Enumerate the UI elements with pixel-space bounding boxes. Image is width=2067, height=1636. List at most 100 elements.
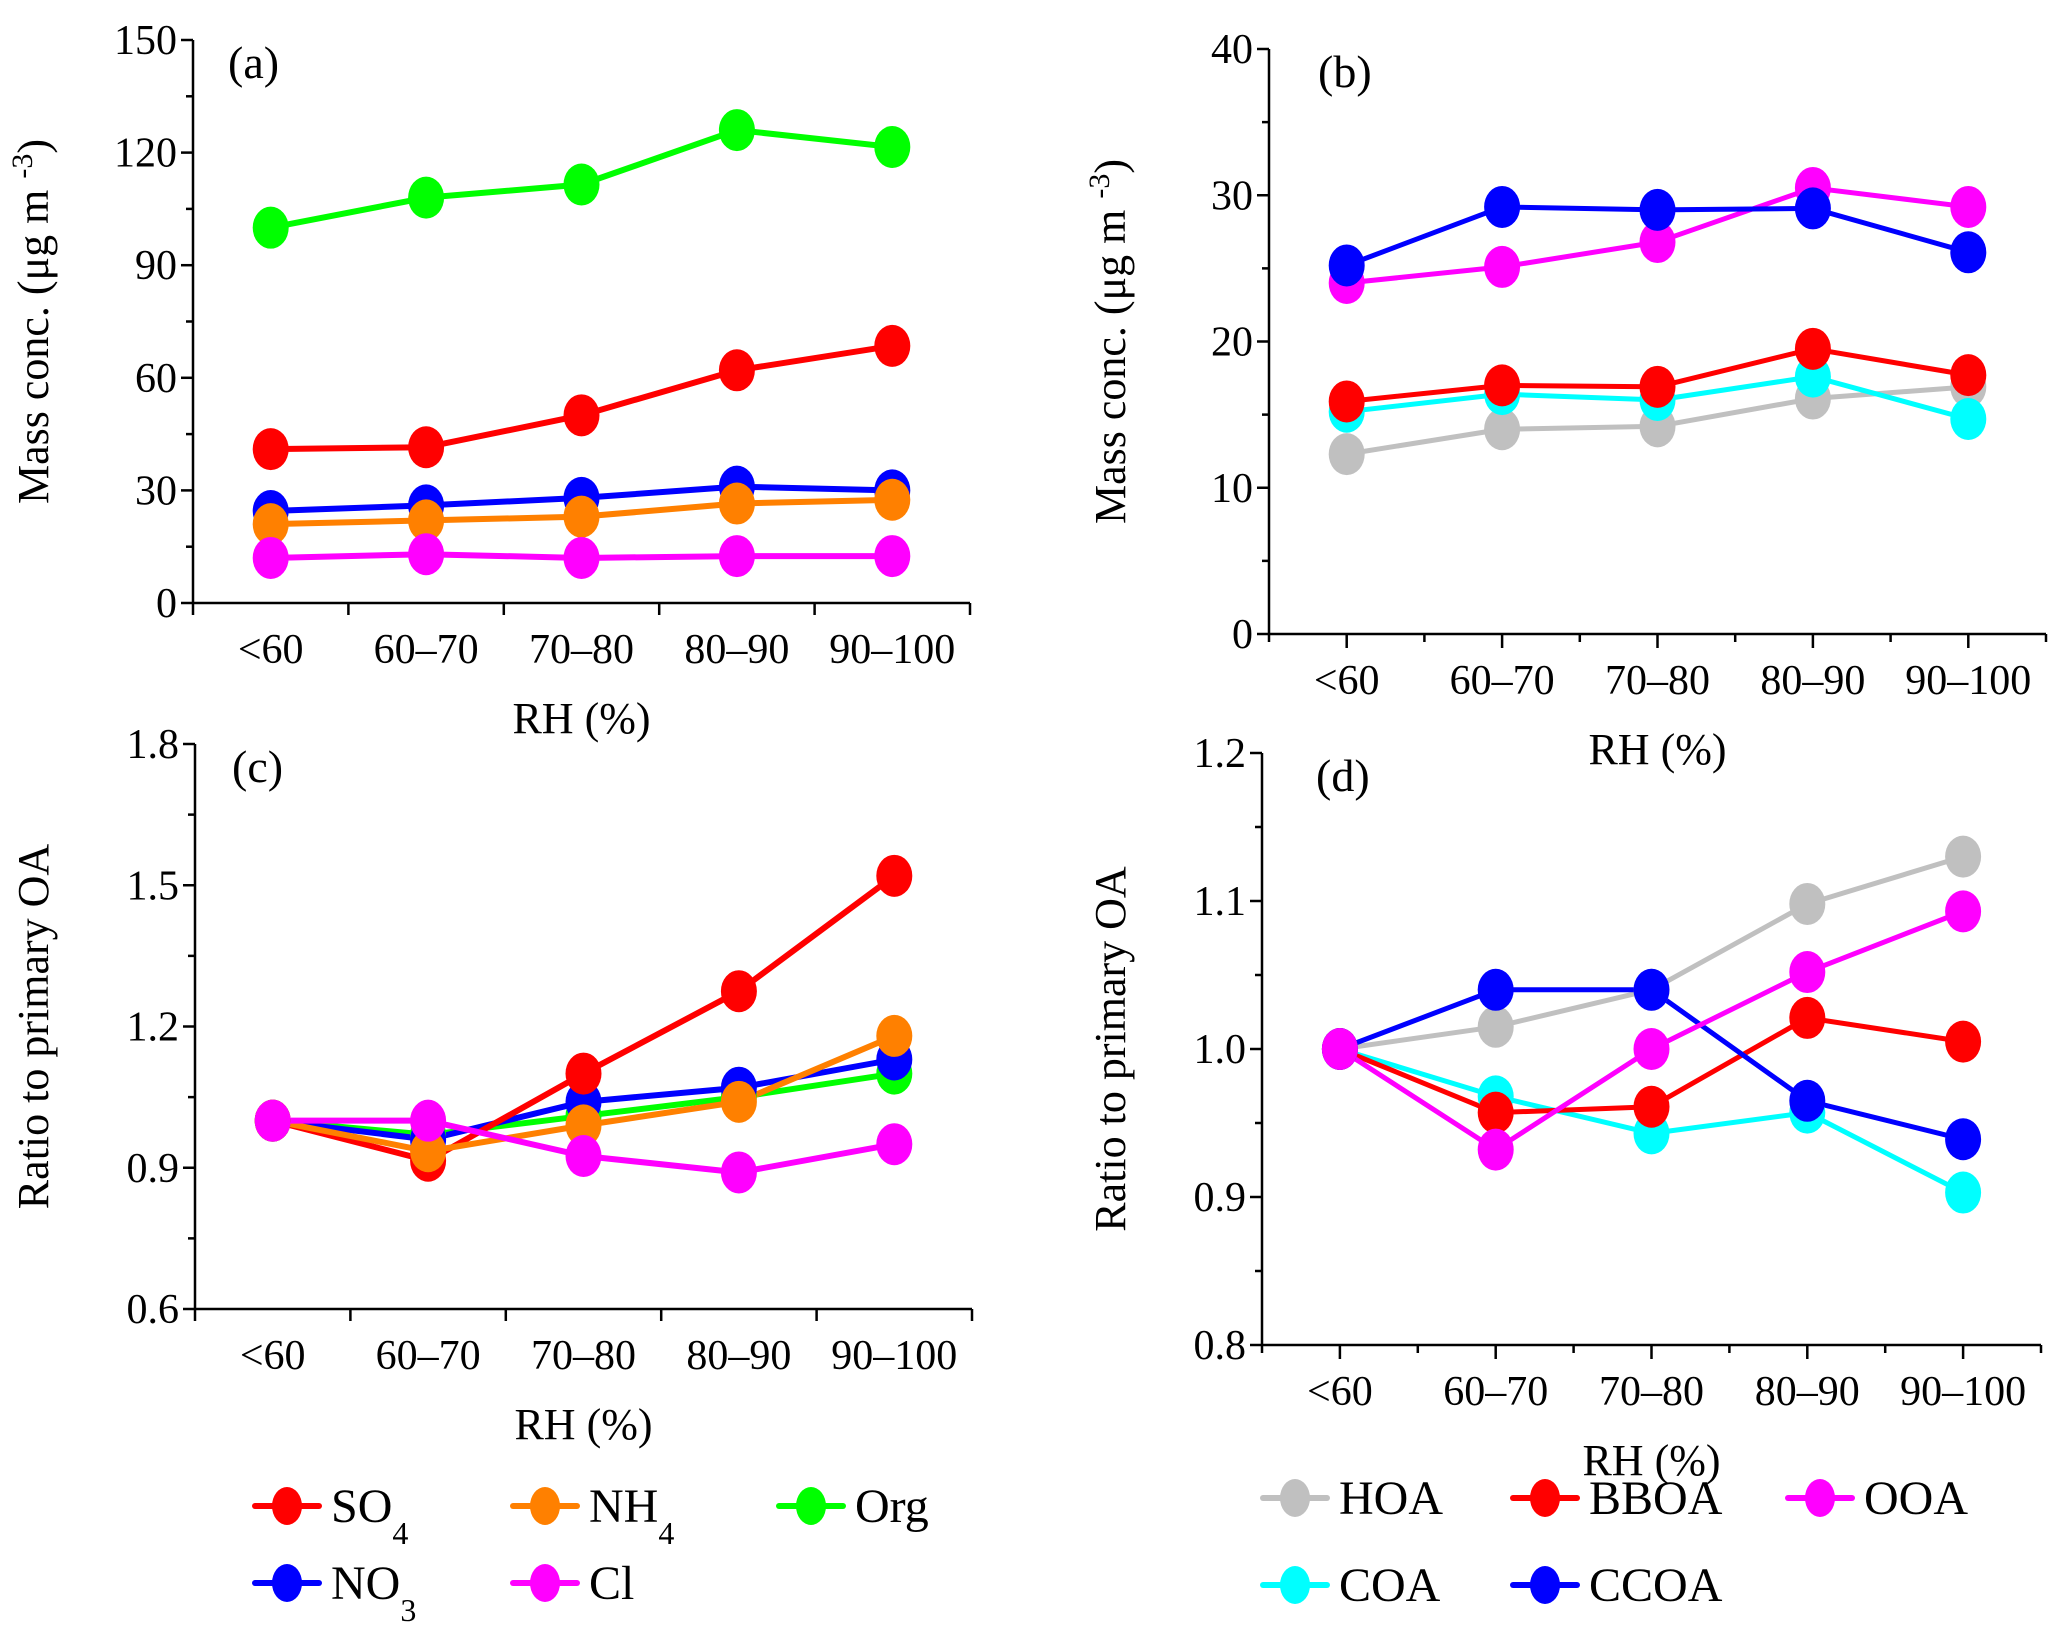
legend-label-text: Org <box>855 1480 929 1533</box>
y-tick-label: 1.2 <box>1194 731 1247 777</box>
data-point-cl <box>408 533 445 576</box>
panel-label: (b) <box>1318 46 1372 97</box>
y-tick-label: 1.8 <box>127 722 180 768</box>
legend-label-subscript: 4 <box>658 1515 674 1551</box>
legend-marker <box>272 1487 302 1525</box>
data-point-so4 <box>718 349 755 392</box>
y-axis-title-end: ) <box>9 139 58 154</box>
y-axis-title-main: Ratio to primary OA <box>1086 866 1135 1232</box>
x-tick-label: 80–90 <box>1755 1369 1860 1415</box>
x-tick-label: 70–80 <box>531 1333 636 1379</box>
x-tick-label: 90–100 <box>831 1333 957 1379</box>
data-point-nh4 <box>408 499 445 542</box>
legend-label-text: CCOA <box>1589 1559 1723 1612</box>
data-point-ooa <box>1321 1028 1358 1070</box>
x-tick-label: 60–70 <box>374 627 479 673</box>
legend-marker <box>796 1487 826 1525</box>
legend-label: BBOA <box>1589 1472 1723 1525</box>
data-point-cl <box>252 536 289 579</box>
legend-label: Cl <box>589 1557 634 1610</box>
x-axis-title: RH (%) <box>514 1400 652 1449</box>
panel-b: 0 10 20 30 40 <60 60–70 70–80 80–90 90–100 RH (%) M… <box>1083 27 2048 774</box>
y-tick-label: 60 <box>135 356 177 402</box>
y-tick-label: 1.5 <box>127 863 180 909</box>
x-tick-label: 60–70 <box>1443 1369 1548 1415</box>
legend-label: Org <box>855 1480 929 1533</box>
data-point-bboa <box>1484 364 1521 407</box>
data-point-org <box>718 109 755 152</box>
data-point-bboa <box>1639 365 1676 408</box>
data-point-ooa <box>1950 185 1987 228</box>
legend-item-no3: NO3 <box>252 1557 416 1628</box>
x-tick-label: 80–90 <box>684 627 789 673</box>
y-tick-label: 0 <box>156 581 177 627</box>
data-point-ooa <box>1789 951 1826 994</box>
legend-label-text: NO <box>331 1557 400 1610</box>
y-tick-label: 0.9 <box>127 1146 180 1192</box>
legend-label-text: COA <box>1339 1559 1441 1612</box>
panel-label: (a) <box>228 37 279 88</box>
data-point-ccoa <box>1945 1118 1982 1161</box>
legend-label-text: Cl <box>589 1557 634 1610</box>
data-point-nh4 <box>874 478 911 521</box>
data-point-so4 <box>720 970 757 1013</box>
data-point-bboa <box>1789 996 1826 1039</box>
y-tick-label: 0.6 <box>127 1287 180 1333</box>
x-tick-label: 60–70 <box>376 1333 481 1379</box>
x-tick-label: 80–90 <box>1760 658 1865 704</box>
data-point-ooa <box>1477 1128 1514 1171</box>
y-tick-label: 0.8 <box>1194 1323 1247 1369</box>
data-point-nh4 <box>876 1014 913 1057</box>
legend-label: CCOA <box>1589 1559 1723 1612</box>
y-tick-label: 40 <box>1211 27 1253 73</box>
legend-marker <box>530 1487 560 1525</box>
data-point-coa <box>1950 398 1987 441</box>
y-tick-label: 1.1 <box>1194 879 1247 925</box>
y-axis-title: Ratio to primary OA <box>9 844 58 1210</box>
data-point-org <box>252 206 289 249</box>
data-point-ccoa <box>1789 1079 1826 1122</box>
x-tick-label: <60 <box>238 627 304 673</box>
data-point-hoa <box>1328 433 1365 476</box>
legend-marker <box>1530 1479 1560 1517</box>
data-point-hoa <box>1484 408 1521 451</box>
data-point-ooa <box>1484 245 1521 288</box>
y-tick-label: 0 <box>1232 612 1253 658</box>
legend-item-bboa: BBOA <box>1510 1472 1723 1525</box>
legend-marker <box>272 1564 302 1602</box>
panel-label: (d) <box>1316 750 1370 801</box>
data-point-bboa <box>1945 1020 1982 1063</box>
y-axis-title-main: Ratio to primary OA <box>9 844 58 1210</box>
data-point-cl <box>254 1099 291 1142</box>
data-point-so4 <box>563 394 600 437</box>
panel-label: (c) <box>232 741 283 792</box>
data-point-so4 <box>565 1052 602 1095</box>
data-point-cl <box>565 1134 602 1177</box>
legend-item-ooa: OOA <box>1785 1472 1968 1525</box>
legend-label: OOA <box>1864 1472 1968 1525</box>
legend-item-hoa: HOA <box>1260 1472 1443 1525</box>
data-point-cl <box>874 535 911 578</box>
y-tick-label: 120 <box>114 131 177 177</box>
data-point-bboa <box>1794 327 1831 370</box>
data-point-ccoa <box>1477 968 1514 1011</box>
x-tick-label: 90–100 <box>829 627 955 673</box>
legend-label-text: NH <box>589 1480 658 1533</box>
legend-label: SO4 <box>331 1480 408 1551</box>
x-tick-label: 60–70 <box>1450 658 1555 704</box>
x-tick-label: 70–80 <box>1605 658 1710 704</box>
data-point-bboa <box>1477 1091 1514 1134</box>
legend-marker <box>530 1564 560 1602</box>
data-point-coa <box>1945 1171 1982 1214</box>
data-point-org <box>563 163 600 206</box>
data-point-cl <box>563 536 600 579</box>
y-tick-label: 1.2 <box>127 1005 180 1051</box>
data-point-ccoa <box>1484 185 1521 228</box>
legend-label-text: OOA <box>1864 1472 1968 1525</box>
x-tick-label: <60 <box>1314 658 1380 704</box>
legend-oa-factors: HOA BBOA OOA COA CCOA <box>1260 1472 1968 1612</box>
y-tick-label: 10 <box>1211 466 1253 512</box>
data-point-nh4 <box>720 1080 757 1123</box>
x-tick-label: <60 <box>1307 1369 1373 1415</box>
